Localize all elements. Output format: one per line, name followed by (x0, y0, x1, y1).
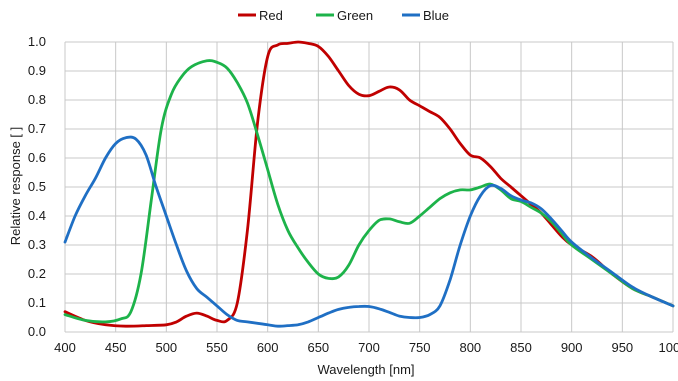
y-tick-label: 0.3 (28, 237, 46, 252)
x-tick-label: 550 (206, 340, 228, 355)
legend-label: Red (259, 8, 283, 23)
x-tick-label: 750 (409, 340, 431, 355)
y-tick-label: 0.1 (28, 295, 46, 310)
x-tick-label: 400 (54, 340, 76, 355)
y-tick-label: 0.4 (28, 208, 46, 223)
x-tick-label: 900 (561, 340, 583, 355)
legend-label: Green (337, 8, 373, 23)
x-tick-label: 800 (459, 340, 481, 355)
legend-item-blue: Blue (402, 8, 449, 23)
x-tick-label: 650 (307, 340, 329, 355)
series-line-green (63, 59, 675, 324)
x-tick-label: 950 (611, 340, 633, 355)
series-line-blue (63, 135, 675, 328)
grid (64, 41, 674, 333)
x-axis-label: Wavelength [nm] (317, 362, 414, 377)
x-tick-label: 450 (105, 340, 127, 355)
series-layer (63, 40, 675, 328)
y-tick-label: 1.0 (28, 34, 46, 49)
x-tick-label: 500 (155, 340, 177, 355)
y-axis-label: Relative response [ ] (8, 127, 23, 246)
y-tick-label: 0.8 (28, 92, 46, 107)
legend-item-red: Red (238, 8, 283, 23)
y-tick-label: 0.0 (28, 324, 46, 339)
legend-item-green: Green (316, 8, 373, 23)
y-tick-label: 0.7 (28, 121, 46, 136)
y-tick-label: 0.9 (28, 63, 46, 78)
y-tick-label: 0.5 (28, 179, 46, 194)
legend: Red Green Blue (238, 8, 449, 23)
x-tick-label: 850 (510, 340, 532, 355)
x-tick-label: 700 (358, 340, 380, 355)
y-tick-label: 0.6 (28, 150, 46, 165)
legend-label: Blue (423, 8, 449, 23)
y-axis-ticks: 0.0 0.1 0.2 0.3 0.4 0.5 0.6 0.7 0.8 0.9 1.0 (28, 34, 46, 339)
x-tick-label: 600 (257, 340, 279, 355)
y-tick-label: 0.2 (28, 266, 46, 281)
